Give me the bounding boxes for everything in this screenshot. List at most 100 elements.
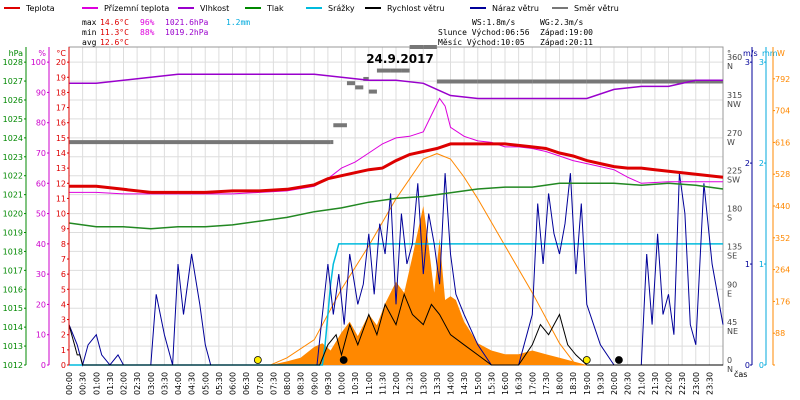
- pressure-tick-label: 1017: [3, 266, 23, 275]
- pressure-tick-label: 1016: [3, 285, 23, 294]
- temperature-tick-label: 12: [56, 179, 66, 188]
- x-tick-label: 17:00: [528, 372, 537, 395]
- x-tick-label: 03:00: [147, 372, 156, 395]
- temperature-tick-label: 5: [61, 285, 66, 294]
- direction-tick-label: 45: [727, 318, 737, 327]
- direction-tick-label: 225: [727, 167, 742, 176]
- temperature-tick-label: 15: [56, 134, 66, 143]
- x-tick-label: 19:30: [596, 372, 605, 395]
- humidity-tick-label: 40: [36, 240, 46, 249]
- axes: hPa1012101310141015101610171018101910201…: [3, 47, 790, 395]
- humidity-tick-label: 0: [41, 361, 46, 370]
- solar-measured-area: [69, 206, 723, 365]
- dew-point-line: [69, 97, 723, 195]
- rain-tick-label: 3: [759, 58, 764, 67]
- pressure-tick-label: 1024: [3, 134, 23, 143]
- x-tick-label: 15:30: [487, 372, 496, 395]
- humidity-tick-label: 80: [36, 119, 46, 128]
- x-tick-label: 16:30: [515, 372, 524, 395]
- direction-unit: °: [727, 49, 731, 58]
- moonset-marker: [615, 356, 623, 364]
- temperature-tick-label: 14: [56, 149, 66, 158]
- pressure-tick-label: 1025: [3, 115, 23, 124]
- direction-tick-label: 180: [727, 205, 742, 214]
- solar-tick-label: 88: [775, 329, 785, 338]
- temperature-tick-label: 1: [61, 346, 66, 355]
- moonrise-marker: [339, 356, 348, 364]
- humidity-tick-label: 100: [31, 58, 46, 67]
- stats-panel: max 14.6°C 96% 1021.6hPa 1.2mm min 11.3°C 88% 10…: [82, 18, 593, 47]
- temperature-tick-label: 10: [56, 210, 66, 219]
- rain-unit: mm: [762, 49, 778, 58]
- temperature-tick-label: 7: [61, 255, 66, 264]
- temperature-tick-label: 17: [56, 104, 66, 113]
- direction-tick-dir: W: [727, 138, 735, 147]
- chart-title: 24.9.2017: [366, 52, 434, 66]
- direction-tick-label: 360: [727, 53, 742, 62]
- direction-tick-label: 135: [727, 242, 742, 251]
- x-tick-label: 02:00: [120, 372, 129, 395]
- x-tick-label: 11:30: [378, 372, 387, 395]
- legend-label: Tlak: [266, 4, 284, 13]
- x-tick-label: 09:30: [324, 372, 333, 395]
- direction-tick-dir: N: [727, 62, 733, 71]
- x-tick-label: 06:30: [242, 372, 251, 395]
- solar-tick-label: 264: [775, 266, 790, 275]
- x-tick-label: 03:30: [160, 372, 169, 395]
- x-tick-label: 16:00: [501, 372, 510, 395]
- x-tick-label: 22:30: [678, 372, 687, 395]
- pressure-tick-label: 1019: [3, 229, 23, 238]
- solar-unit: W: [777, 49, 785, 58]
- x-tick-label: 09:00: [310, 372, 319, 395]
- legend-label: Směr větru: [574, 4, 619, 13]
- x-tick-label: 01:30: [106, 372, 115, 395]
- humidity-tick-label: 20: [36, 300, 46, 309]
- pressure-tick-label: 1027: [3, 77, 23, 86]
- pressure-tick-label: 1013: [3, 342, 23, 351]
- stat-temp: 14.6°C: [100, 18, 129, 27]
- temperature-tick-label: 3: [61, 316, 66, 325]
- solar-potential-line: [69, 153, 723, 366]
- pressure-tick-label: 1014: [3, 323, 23, 332]
- x-tick-label: 20:00: [610, 372, 619, 395]
- x-tick-label: 05:00: [201, 372, 210, 395]
- x-tick-label: 17:30: [542, 372, 551, 395]
- x-tick-label: 13:30: [433, 372, 442, 395]
- x-tick-label: 12:30: [406, 372, 415, 395]
- temperature-tick-label: 13: [56, 164, 66, 173]
- legend-label: Náraz větru: [492, 4, 539, 13]
- humidity-tick-label: 30: [36, 270, 46, 279]
- pressure-tick-label: 1021: [3, 191, 23, 200]
- legend-label: Srážky: [328, 4, 355, 13]
- x-tick-label: 02:30: [133, 372, 142, 395]
- wind-tick-label: 1: [745, 260, 750, 269]
- sunset-marker: [582, 356, 591, 364]
- legend-label: Vlhkost: [200, 4, 229, 13]
- direction-tick-dir: NW: [727, 100, 741, 109]
- sun-moon-markers: [253, 356, 623, 364]
- direction-tick-label: 90: [727, 280, 737, 289]
- stat-temp: 11.3°C: [100, 28, 129, 37]
- humidity-unit: %: [38, 49, 46, 58]
- temperature-tick-label: 11: [56, 194, 66, 203]
- stat-moonset: Západ:20:11: [540, 38, 593, 47]
- x-tick-label: 23:30: [705, 372, 714, 395]
- x-tick-label: 13:00: [419, 372, 428, 395]
- sunrise-marker: [253, 356, 262, 364]
- pressure-tick-label: 1023: [3, 153, 23, 162]
- humidity-tick-label: 10: [36, 331, 46, 340]
- x-tick-label: 10:00: [338, 372, 347, 395]
- solar-tick-label: 176: [775, 297, 790, 306]
- x-axis-label: čas: [734, 369, 747, 379]
- rain-line: [69, 243, 723, 366]
- temperature-tick-label: 0: [61, 361, 66, 370]
- x-tick-label: 12:00: [392, 372, 401, 395]
- rain-tick-label: 1: [759, 260, 764, 269]
- stat-label: max: [82, 18, 97, 27]
- x-tick-label: 10:30: [351, 372, 360, 395]
- x-tick-label: 05:30: [215, 372, 224, 395]
- stat-hum: 96%: [140, 18, 155, 27]
- x-tick-label: 18:30: [569, 372, 578, 395]
- stat-label: avg: [82, 38, 97, 47]
